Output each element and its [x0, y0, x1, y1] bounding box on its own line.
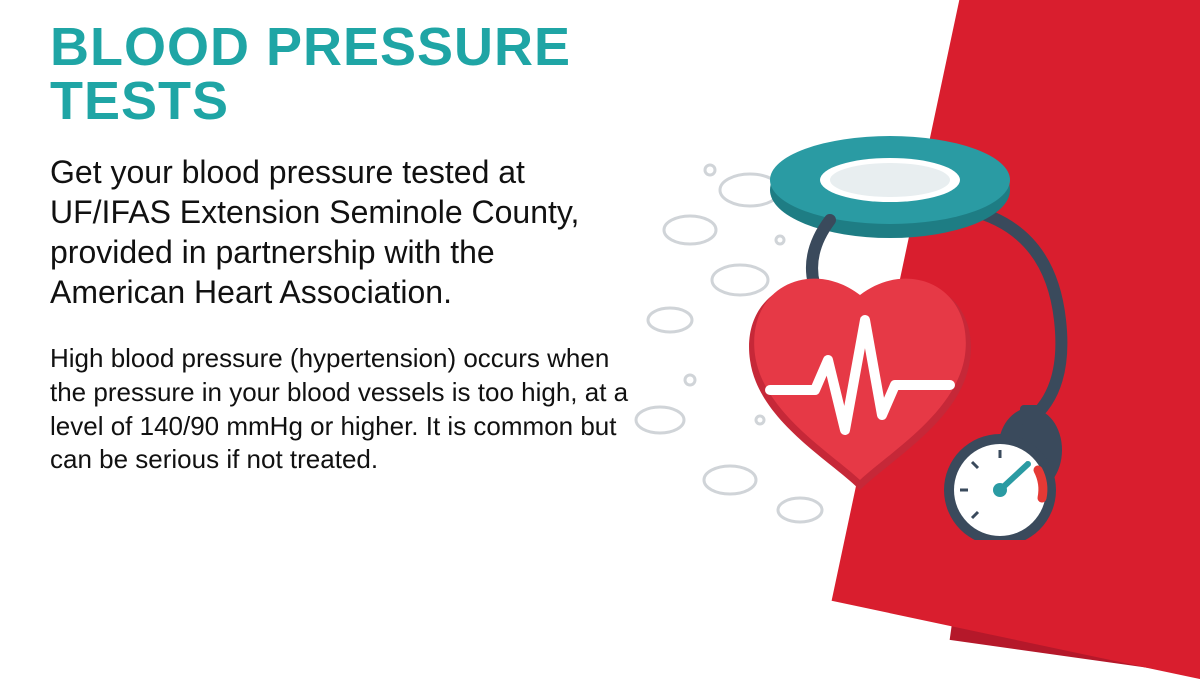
text-content: BLOOD PRESSURE TESTS Get your blood pres… — [0, 0, 700, 497]
lead-paragraph: Get your blood pressure tested at UF/IFA… — [50, 152, 610, 312]
page-title: BLOOD PRESSURE TESTS — [50, 20, 650, 128]
body-paragraph: High blood pressure (hypertension) occur… — [50, 342, 650, 477]
heart-icon — [749, 279, 971, 490]
bp-tube — [970, 210, 1061, 420]
bp-cuff — [770, 136, 1010, 238]
